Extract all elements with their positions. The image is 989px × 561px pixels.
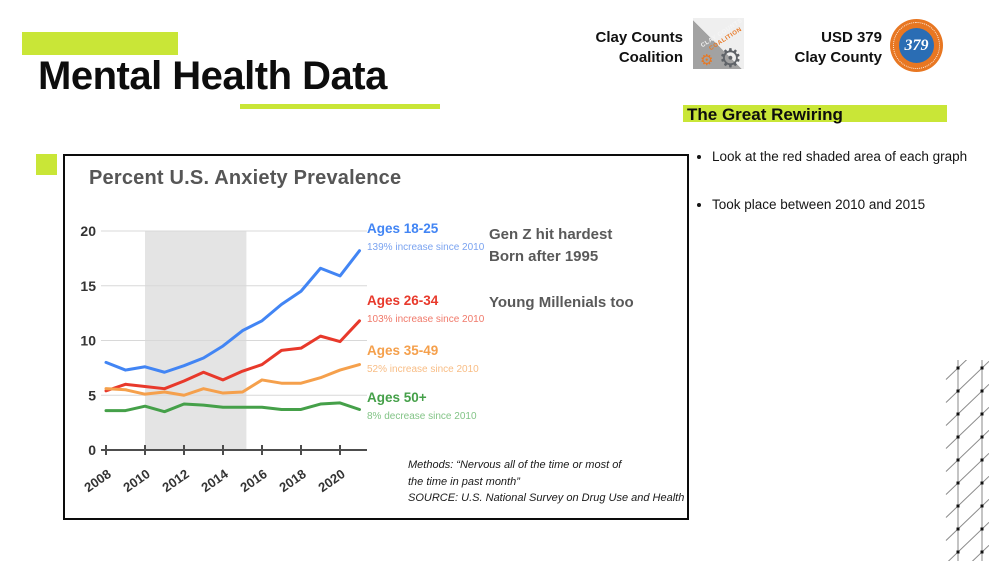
org2-name-line1: USD 379	[821, 29, 882, 46]
svg-text:20: 20	[80, 223, 96, 239]
annotation-millenials: Young Millenials too	[489, 294, 634, 311]
org1-name: Clay Counts Coalition	[565, 28, 683, 69]
legend-ages-26-34: Ages 26-34 103% increase since 2010	[367, 293, 484, 326]
title-underline	[240, 104, 440, 109]
legend-sublabel: 52% increase since 2010	[367, 364, 479, 376]
svg-text:2014: 2014	[198, 466, 231, 495]
svg-text:0: 0	[88, 442, 96, 458]
legend-ages-35-49: Ages 35-49 52% increase since 2010	[367, 343, 479, 376]
legend-sublabel: 103% increase since 2010	[367, 314, 485, 326]
legend-label: Ages 35-49	[367, 343, 439, 358]
legend-ages-50plus: Ages 50+ 8% decrease since 2010	[367, 390, 477, 423]
page-title: Mental Health Data	[38, 54, 387, 98]
chart-title: Percent U.S. Anxiety Prevalence	[89, 167, 402, 189]
legend-sublabel: 139% increase since 2010	[367, 242, 485, 254]
gear-icon: ⚙	[718, 43, 742, 69]
gear-icon: ⚙	[700, 52, 714, 69]
list-item: Look at the red shaded area of each grap…	[712, 146, 982, 168]
annotation-gen-z: Gen Z hit hardest Born after 1995	[489, 226, 613, 265]
svg-text:2016: 2016	[237, 466, 269, 495]
svg-text:2020: 2020	[315, 466, 347, 495]
svg-text:15: 15	[80, 278, 96, 294]
svg-text:2008: 2008	[81, 466, 113, 495]
list-item: Took place between 2010 and 2015	[712, 194, 982, 216]
legend-label: Ages 18-25	[367, 221, 439, 236]
legend-label: Ages 50+	[367, 390, 427, 405]
accent-bar	[22, 32, 178, 55]
heading-highlight	[683, 105, 947, 122]
accent-square	[36, 154, 57, 175]
legend-ages-18-25: Ages 18-25 139% increase since 2010	[367, 221, 484, 254]
org2-name-line2: Clay County	[794, 49, 882, 67]
svg-text:2018: 2018	[276, 466, 308, 495]
usd-379-seal-logo: 379	[890, 19, 943, 72]
svg-text:2012: 2012	[159, 466, 191, 495]
clay-counts-coalition-logo: CLAY COUNTS COALITION ⚙ ⚙	[693, 18, 744, 69]
org1-name-line2: Coalition	[618, 49, 683, 67]
svg-text:2010: 2010	[120, 466, 152, 495]
org2-name: USD 379 Clay County	[762, 28, 882, 69]
heading-text: The Great Rewiring	[687, 105, 843, 124]
svg-text:10: 10	[80, 333, 96, 349]
legend-label: Ages 26-34	[367, 293, 439, 308]
svg-text:5: 5	[88, 387, 96, 403]
bullet-list: Look at the red shaded area of each grap…	[698, 146, 982, 215]
lattice-decoration	[945, 360, 989, 561]
usd-379-seal-number: 379	[899, 28, 934, 63]
org1-name-line1: Clay Counts	[595, 29, 683, 46]
chart-footnote: Methods: “Nervous all of the time or mos…	[408, 459, 685, 504]
anxiety-prevalence-chart: 2008 2010 2012 2014 2016 2018 2020 0 5 10 15 20 Per…	[63, 154, 689, 520]
chart-plot-area: 2008 2010 2012 2014 2016 2018 2020 0 5 10 15 20	[80, 223, 367, 495]
legend-sublabel: 8% decrease since 2010	[367, 411, 477, 423]
section-heading: The Great Rewiring	[683, 103, 947, 127]
